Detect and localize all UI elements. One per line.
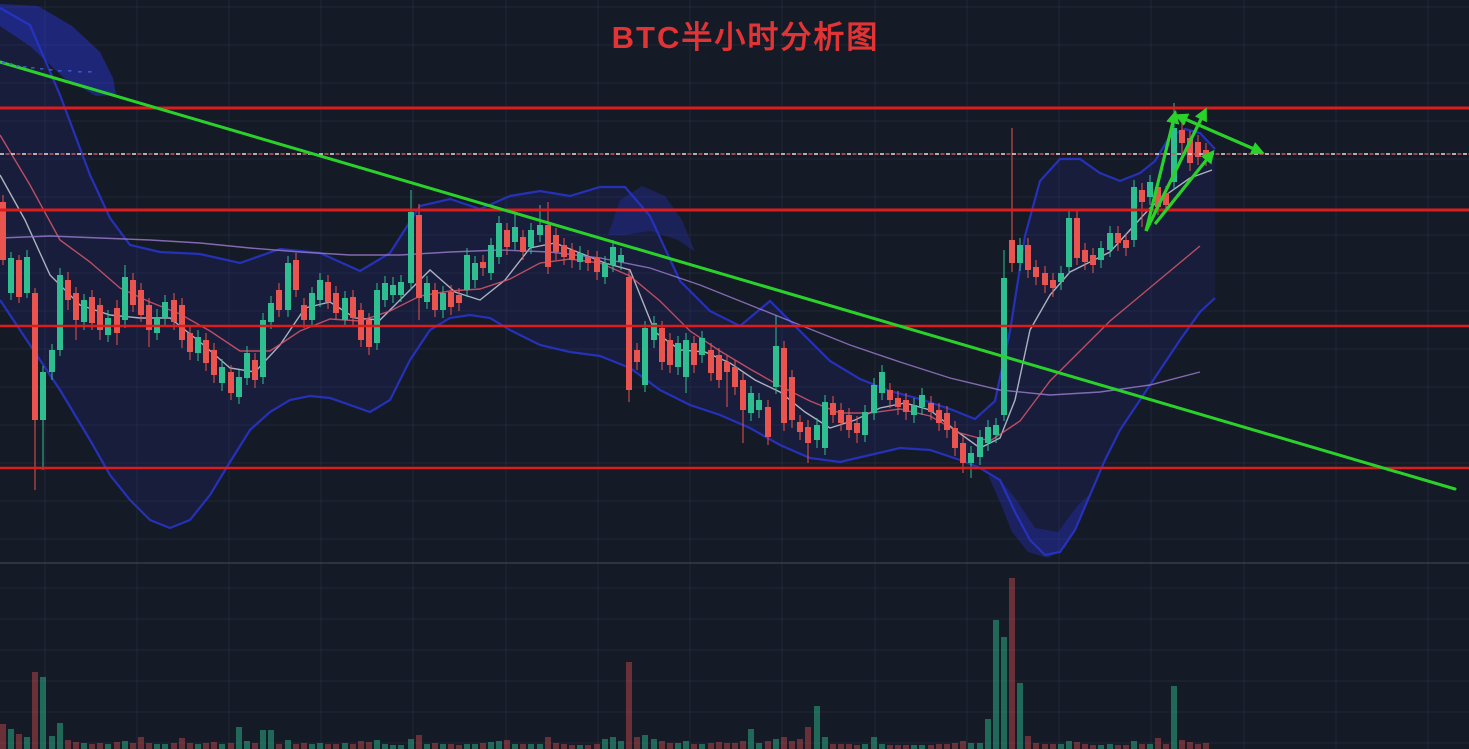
support-resistance-lines[interactable]	[0, 106, 1469, 470]
trendline[interactable]	[0, 60, 1457, 491]
candles-layer	[0, 103, 1209, 490]
annotation-arrows[interactable]	[1144, 107, 1265, 232]
bollinger-band	[0, 4, 1216, 558]
indicator-ticks	[2, 62, 92, 73]
volume-layer	[0, 578, 1209, 749]
